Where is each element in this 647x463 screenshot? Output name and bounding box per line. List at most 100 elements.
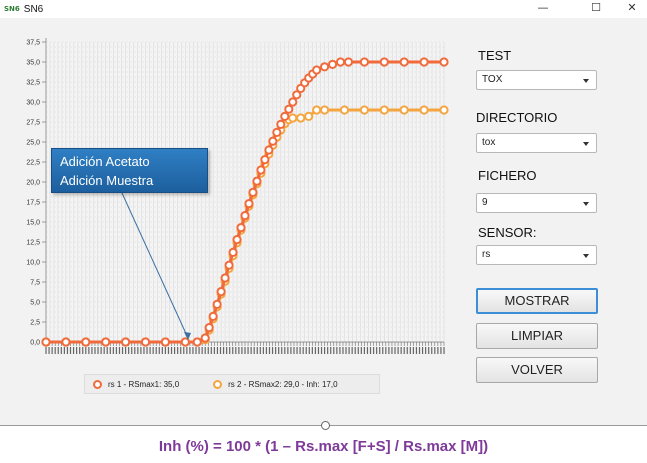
x-tick-label <box>76 347 78 354</box>
sensor-combo[interactable]: rs <box>476 245 597 265</box>
x-tick-label <box>180 347 182 354</box>
x-tick-label <box>440 347 442 354</box>
x-tick-label <box>278 347 280 354</box>
x-tick-label <box>428 347 430 354</box>
formula-text: Inh (%) = 100 * (1 – Rs.max [F+S] / Rs.m… <box>158 438 489 455</box>
x-tick-label <box>219 347 222 354</box>
close-icon[interactable]: ✕ <box>627 1 637 14</box>
x-tick-label <box>330 347 332 354</box>
x-tick-label <box>366 347 369 354</box>
x-tick-label <box>293 347 295 354</box>
x-tick-label <box>103 347 105 354</box>
x-tick-label <box>388 347 390 354</box>
chevron-down-icon <box>583 142 589 146</box>
x-tick-label <box>259 347 261 354</box>
test-combo[interactable]: TOX <box>476 70 597 90</box>
series-1-point <box>268 136 278 146</box>
x-tick-label <box>63 347 65 354</box>
directorio-combo-value: tox <box>482 137 496 148</box>
x-tick-label <box>115 347 118 354</box>
x-tick-label <box>69 347 72 354</box>
x-tick-label <box>262 347 264 354</box>
x-tick-label <box>207 347 209 354</box>
annotation-pointer-line <box>121 192 189 339</box>
x-tick-label <box>146 347 148 354</box>
series-1-point <box>260 155 270 165</box>
minimize-icon[interactable]: — <box>537 1 549 14</box>
series-1-point <box>180 337 190 347</box>
x-tick-label <box>137 347 139 354</box>
series-1-point <box>284 104 294 114</box>
x-tick-label <box>152 347 154 354</box>
x-tick-label <box>198 347 200 354</box>
x-tick-label <box>125 347 127 354</box>
x-tick-label <box>305 347 307 354</box>
series-1-point <box>232 235 242 245</box>
series-1-point <box>439 57 449 67</box>
sensor-label: SENSOR: <box>478 225 537 240</box>
title-bar: SN6 SN6 — ☐ ✕ <box>0 0 647 18</box>
maximize-icon[interactable]: ☐ <box>591 1 601 14</box>
series-1-point <box>272 127 282 138</box>
x-tick-label <box>238 347 240 354</box>
series-2-point <box>288 113 298 123</box>
y-tick-label: 32,5 <box>26 80 40 87</box>
x-tick-label <box>351 347 353 354</box>
x-tick-label <box>247 347 249 354</box>
x-tick-label <box>235 347 237 354</box>
x-tick-label <box>265 347 268 354</box>
x-tick-label <box>299 347 301 354</box>
series-1-point <box>359 57 369 67</box>
series-1-point <box>280 111 290 122</box>
x-tick-label <box>216 347 219 354</box>
x-tick-label <box>409 347 411 354</box>
series-1-point <box>288 97 298 107</box>
limpiar-button[interactable]: LIMPIAR <box>476 323 598 349</box>
series-1-point <box>81 337 91 347</box>
x-tick-label <box>121 347 124 354</box>
directorio-combo[interactable]: tox <box>476 133 597 153</box>
fichero-combo-value: 9 <box>482 197 488 208</box>
x-tick-label <box>431 347 433 354</box>
x-tick-label <box>360 347 362 354</box>
x-tick-label <box>369 347 372 354</box>
x-tick-label <box>143 347 145 354</box>
x-tick-label <box>308 347 310 354</box>
x-tick-label <box>400 347 402 354</box>
x-tick-label <box>287 347 289 354</box>
annotation-line-2: Adición Muestra <box>60 173 154 188</box>
x-tick-label <box>348 347 350 354</box>
series-1-point <box>343 57 354 67</box>
x-tick-label <box>88 347 90 354</box>
series-1-point <box>252 176 262 186</box>
x-tick-label <box>244 347 246 354</box>
x-tick-label <box>183 347 185 354</box>
y-tick-label: 12,5 <box>26 240 40 247</box>
series-1-point <box>244 199 254 209</box>
x-tick-label <box>302 347 304 354</box>
x-tick-label <box>336 347 338 354</box>
volver-button[interactable]: VOLVER <box>476 357 598 383</box>
x-tick-label <box>314 347 317 354</box>
x-tick-label <box>204 347 206 354</box>
series-2-point <box>339 105 350 115</box>
x-tick-label <box>91 347 93 354</box>
chart: 0,0 2,5 5,0 7,5 10,0 12,5 15,0 17,5 20,0 22,5 25,0… <box>26 38 449 354</box>
x-tick-label <box>320 347 323 354</box>
x-tick-label <box>66 347 69 354</box>
fichero-combo[interactable]: 9 <box>476 193 597 213</box>
x-tick-label <box>201 347 203 354</box>
x-tick-label <box>345 347 347 354</box>
x-tick-label <box>128 347 130 354</box>
x-tick-label <box>342 347 344 354</box>
x-tick-label <box>256 347 258 354</box>
series-1-point <box>320 62 330 72</box>
x-tick-label <box>186 347 188 354</box>
series-1-point <box>379 57 389 67</box>
x-tick-label <box>72 347 75 354</box>
legend-item-series1: rs 1 - RSmax1: 35,0 <box>93 379 179 389</box>
series-1-point <box>399 57 409 67</box>
mostrar-button[interactable]: MOSTRAR <box>476 288 598 314</box>
splitter-handle[interactable] <box>321 421 330 430</box>
x-tick-label <box>82 347 84 354</box>
